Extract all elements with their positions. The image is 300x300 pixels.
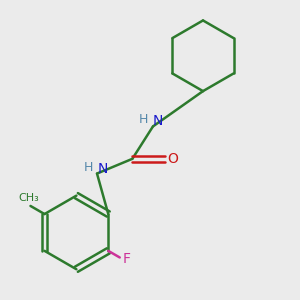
Text: N: N [98,162,108,176]
Text: CH₃: CH₃ [19,193,39,203]
Text: O: O [167,152,178,166]
Text: H: H [84,160,93,174]
Text: H: H [139,112,148,126]
Text: N: N [153,114,164,128]
Text: F: F [123,252,131,266]
